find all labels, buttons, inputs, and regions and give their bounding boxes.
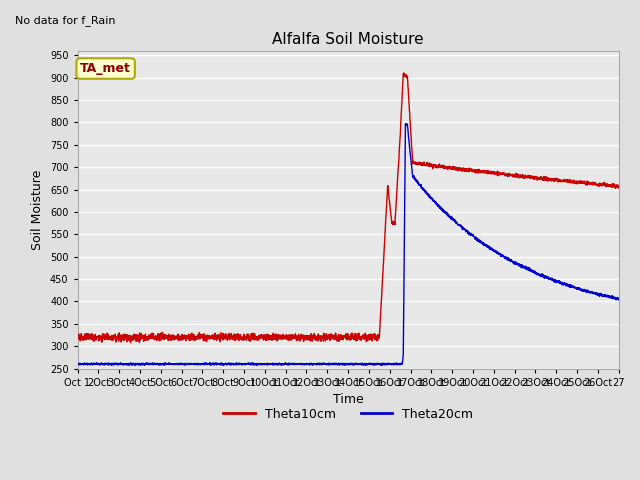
Theta20cm [605,294,612,300]
Line: Theta20cm: Theta20cm [77,124,619,365]
Theta20cm [168,361,175,367]
Theta20cm [282,361,289,367]
Legend: Theta10cm, Theta20cm: Theta10cm, Theta20cm [218,403,478,426]
Theta10cm [136,337,143,343]
Theta10cm [305,336,312,342]
Theta20cm [74,361,81,367]
Line: Theta10cm: Theta10cm [77,73,619,343]
Theta20cm [615,296,623,301]
Theta10cm [168,332,175,338]
Theta10cm [400,70,408,76]
X-axis label: Time: Time [333,393,364,406]
Theta10cm [74,334,81,339]
Theta20cm [136,361,143,367]
Theta10cm [127,340,134,346]
Text: TA_met: TA_met [80,62,131,75]
Title: Alfalfa Soil Moisture: Alfalfa Soil Moisture [272,32,424,47]
Theta20cm [547,275,554,281]
Text: No data for f_Rain: No data for f_Rain [15,15,115,26]
Theta10cm [547,176,554,182]
Theta20cm [305,361,312,367]
Theta10cm [615,183,623,189]
Theta10cm [605,184,612,190]
Theta20cm [403,121,411,127]
Y-axis label: Soil Moisture: Soil Moisture [31,169,44,250]
Theta20cm [220,362,227,368]
Theta10cm [282,335,289,340]
